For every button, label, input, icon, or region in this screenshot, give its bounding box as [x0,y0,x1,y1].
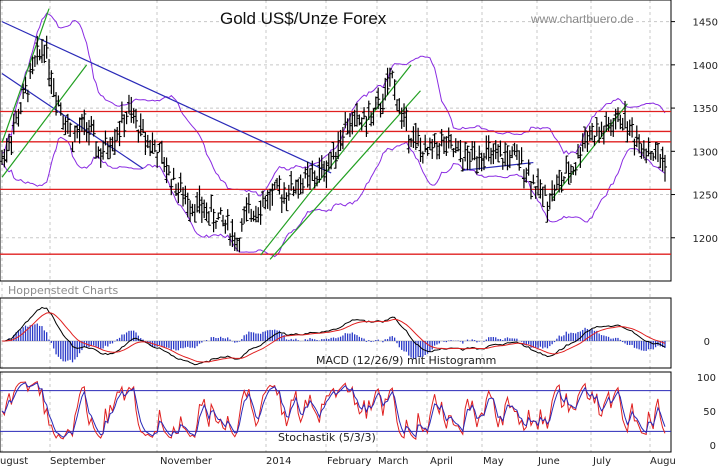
macd-panel-frame [0,297,672,369]
month-axis-labels: ugust September November 2014 February March A… [0,456,676,466]
month-label: February [327,456,371,466]
grid-lines [0,0,671,452]
price-tick-label: 1400 [693,61,718,72]
channel-june [551,103,628,200]
bollinger-lower [1,136,666,258]
month-label: June [537,456,560,466]
stochastic-indicator [0,380,671,440]
price-tick-label: 1300 [693,147,718,158]
panel-frames [0,0,672,453]
macd-tick-label: 0 [704,337,710,348]
chart-title: Gold US$/Unze Forex [220,9,387,28]
price-tick-label: 1350 [693,104,718,115]
macd-indicator [0,306,671,366]
month-label: March [378,456,408,466]
stoch-d-line [1,382,666,438]
stoch-tick-label: 0 [710,441,716,452]
month-label: ugust [0,456,28,466]
indicator-axis-ticks: 0 0 50 100 [697,337,716,452]
watermark-url: www.chartbuero.de [530,12,634,26]
month-label: Augu [650,456,676,466]
macd-line [1,306,666,366]
price-bars [0,35,667,253]
trend-channel-upper [1,8,50,143]
stoch-tick-label: 50 [703,407,716,418]
price-axis-ticks: 1200 1250 1300 1350 1400 1450 [671,18,718,245]
price-panel-frame [0,0,672,282]
stoch-tick-label: 100 [697,373,716,384]
macd-label: MACD (12/26/9) mit Histogramm [316,354,496,367]
month-label: November [160,456,213,466]
price-tick-label: 1250 [693,191,718,202]
channel-lower [269,90,421,260]
stoch-panel-frame [0,371,672,453]
month-label: July [592,456,611,466]
price-tick-label: 1450 [693,18,718,29]
month-label: September [50,456,106,466]
trend-channel-lower [1,64,88,178]
month-label: 2014 [266,456,291,466]
trend-line-down [1,21,332,174]
month-label: May [483,456,504,466]
source-label: Hoppenstedt Charts [8,284,119,297]
price-tick-label: 1200 [693,234,718,245]
stoch-label: Stochastik (5/3/3) [278,431,376,444]
macd-signal-line [2,312,666,363]
month-label: April [430,456,453,466]
